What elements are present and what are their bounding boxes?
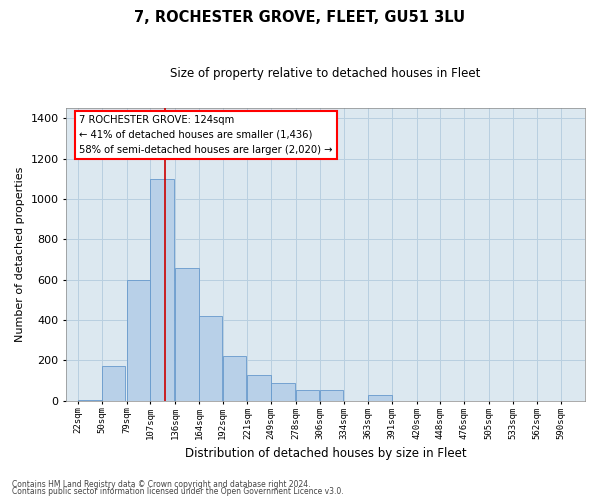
Bar bbox=[175, 268, 199, 401]
Bar bbox=[199, 316, 223, 401]
Bar bbox=[247, 374, 271, 401]
Text: Contains public sector information licensed under the Open Government Licence v3: Contains public sector information licen… bbox=[12, 488, 344, 496]
Bar bbox=[271, 382, 295, 401]
Bar bbox=[127, 280, 150, 401]
Bar bbox=[223, 356, 246, 401]
Bar bbox=[151, 178, 174, 401]
Bar bbox=[320, 390, 343, 401]
Text: Contains HM Land Registry data © Crown copyright and database right 2024.: Contains HM Land Registry data © Crown c… bbox=[12, 480, 311, 489]
Text: 7, ROCHESTER GROVE, FLEET, GU51 3LU: 7, ROCHESTER GROVE, FLEET, GU51 3LU bbox=[134, 10, 466, 25]
Text: 7 ROCHESTER GROVE: 124sqm
← 41% of detached houses are smaller (1,436)
58% of se: 7 ROCHESTER GROVE: 124sqm ← 41% of detac… bbox=[79, 115, 332, 154]
Bar bbox=[368, 395, 392, 401]
Title: Size of property relative to detached houses in Fleet: Size of property relative to detached ho… bbox=[170, 68, 481, 80]
Bar bbox=[102, 366, 125, 401]
Bar bbox=[296, 390, 319, 401]
Bar bbox=[78, 400, 101, 401]
X-axis label: Distribution of detached houses by size in Fleet: Distribution of detached houses by size … bbox=[185, 447, 466, 460]
Y-axis label: Number of detached properties: Number of detached properties bbox=[15, 167, 25, 342]
